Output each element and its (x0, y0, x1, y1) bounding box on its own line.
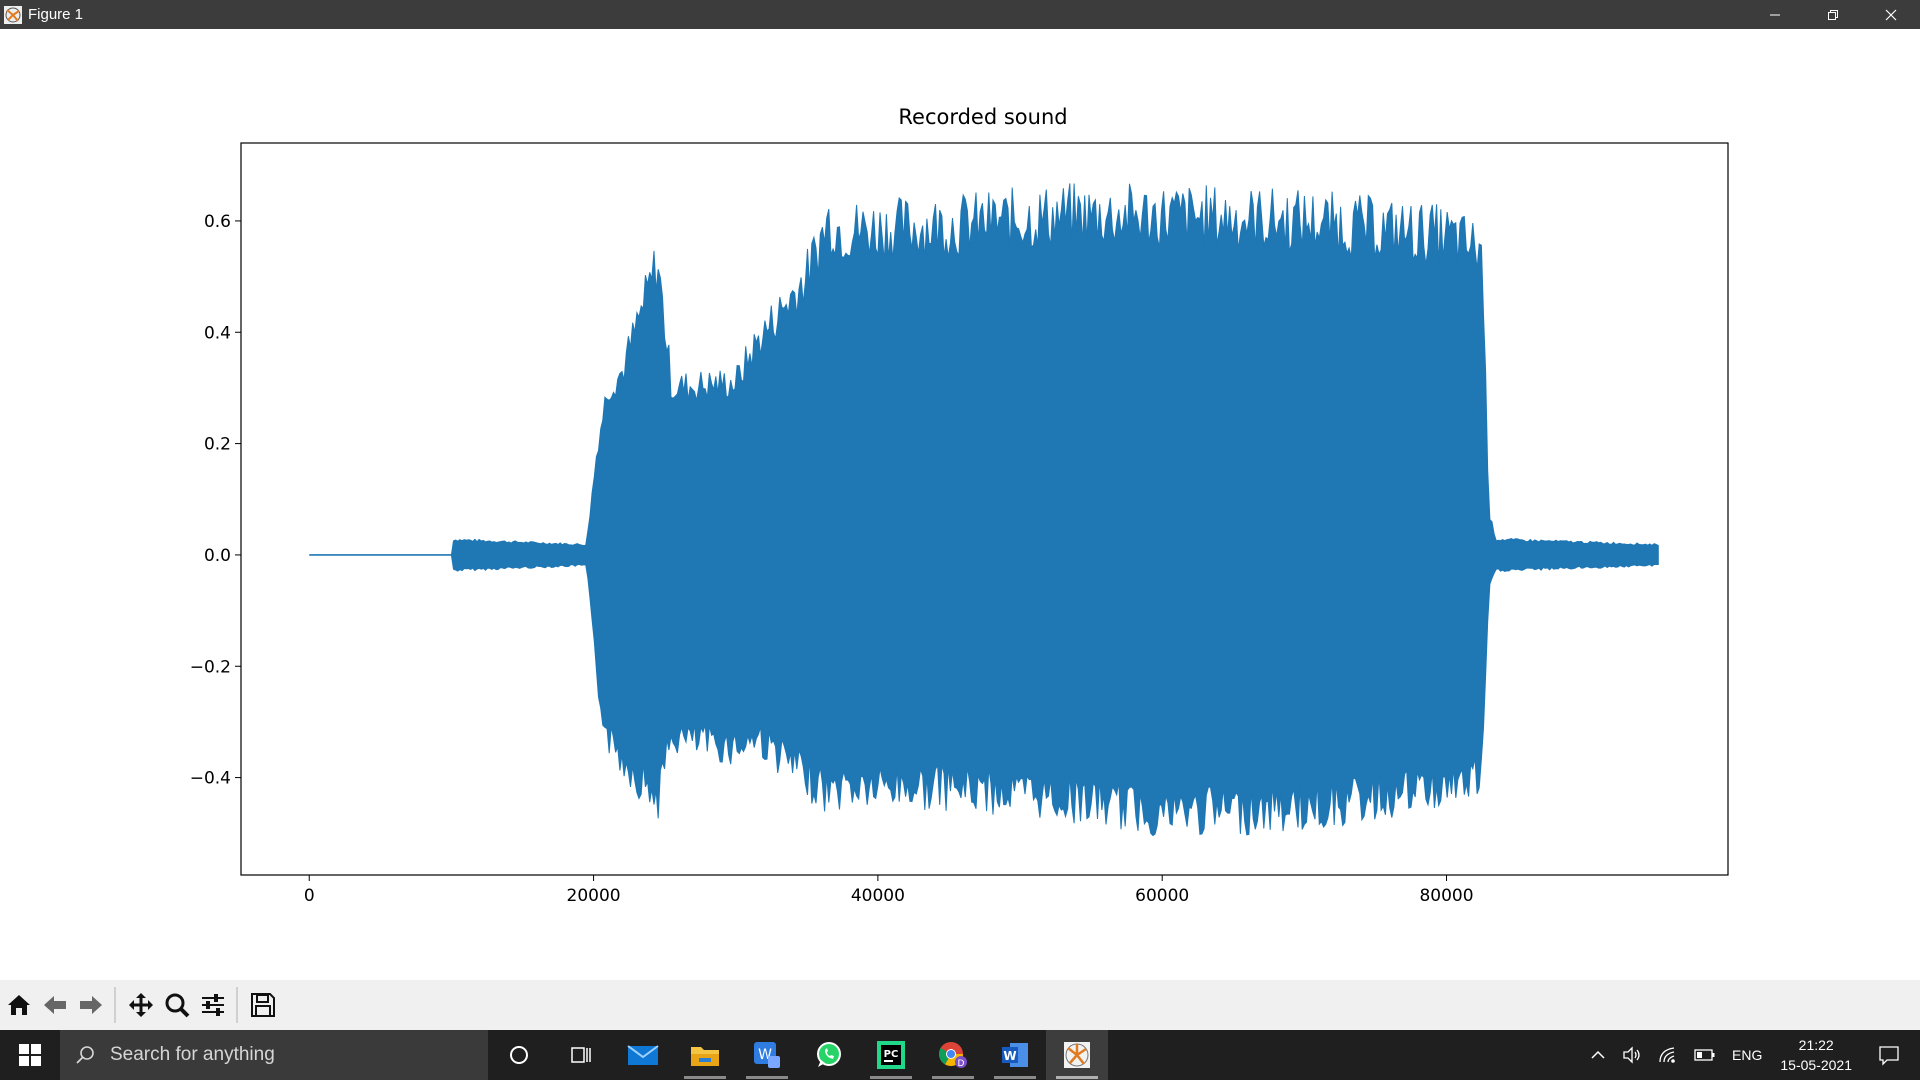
wifi-icon (1659, 1047, 1675, 1063)
taskbar-search-box[interactable]: Search for anything (60, 1030, 488, 1080)
arrow-right-icon (80, 996, 102, 1014)
task-view-icon (571, 1047, 591, 1063)
action-center-button[interactable] (1878, 1044, 1900, 1066)
running-indicator (932, 1076, 974, 1079)
close-button[interactable] (1862, 0, 1920, 29)
taskbar-file-explorer[interactable] (674, 1030, 736, 1080)
svg-text:D: D (958, 1059, 965, 1069)
taskbar-chrome[interactable]: D (922, 1030, 984, 1080)
chevron-up-icon (1591, 1050, 1605, 1059)
start-button[interactable] (0, 1030, 60, 1080)
pan-button[interactable] (124, 987, 158, 1023)
taskbar-whatsapp[interactable] (798, 1030, 860, 1080)
configure-subplots-button[interactable] (196, 987, 230, 1023)
home-icon (8, 995, 30, 1015)
minimize-button[interactable] (1746, 0, 1804, 29)
navigation-toolbar (0, 980, 1920, 1030)
magnifier-icon (165, 993, 190, 1018)
move-icon (129, 993, 153, 1017)
forward-button[interactable] (74, 987, 108, 1023)
restore-button[interactable] (1804, 0, 1862, 29)
toolbar-separator (236, 987, 238, 1023)
taskbar-matplotlib-figure[interactable] (1046, 1030, 1108, 1080)
matplotlib-app-icon (4, 5, 22, 24)
speaker-icon (1623, 1046, 1640, 1064)
word-icon: W (1002, 1043, 1028, 1067)
window-titlebar: Figure 1 (0, 0, 1920, 29)
sliders-icon (202, 994, 224, 1016)
restore-icon (1828, 9, 1838, 20)
clock-button[interactable]: 21:22 15-05-2021 (1780, 1035, 1852, 1075)
floppy-disk-icon (251, 993, 275, 1017)
taskbar-cortana[interactable] (488, 1030, 550, 1080)
y-tick-label: 0.4 (204, 323, 231, 343)
plot-frame (240, 142, 1729, 876)
chrome-icon: D (938, 1042, 967, 1069)
volume-button[interactable] (1622, 1046, 1642, 1064)
system-tray: ENG 21:22 15-05-2021 (1582, 1030, 1920, 1080)
taskbar-word[interactable]: W (984, 1030, 1046, 1080)
language-indicator: ENG (1732, 1047, 1763, 1063)
running-indicator (994, 1076, 1036, 1079)
taskbar-mail[interactable] (612, 1030, 674, 1080)
svg-text:PC: PC (884, 1049, 899, 1060)
windows-logo-icon (19, 1044, 41, 1066)
arrow-left-icon (44, 996, 66, 1014)
chart-title: Recorded sound (898, 105, 1067, 129)
taskbar-task-view[interactable] (550, 1030, 612, 1080)
running-indicator (684, 1076, 726, 1079)
running-indicator (1056, 1076, 1098, 1079)
home-button[interactable] (2, 987, 36, 1023)
taskbar-pycharm[interactable]: PC (860, 1030, 922, 1080)
waveform-fill (450, 183, 1659, 837)
x-tick-label: 20000 (567, 886, 621, 906)
pycharm-icon: PC (877, 1041, 905, 1069)
minimize-icon (1770, 14, 1780, 15)
y-tick-label: 0.2 (204, 435, 231, 455)
figure-canvas: Recorded sound 0 20000 40000 60000 80000 −0.4… (0, 29, 1920, 980)
save-button[interactable] (246, 987, 280, 1023)
matplotlib-icon (1064, 1042, 1090, 1068)
input-language-button[interactable]: ENG (1732, 1047, 1762, 1063)
clock-time: 21:22 (1798, 1037, 1834, 1053)
clock-date: 15-05-2021 (1780, 1057, 1852, 1073)
search-placeholder: Search for anything (110, 1044, 275, 1065)
y-tick-label: −0.2 (190, 657, 231, 677)
taskbar-wps-writer[interactable]: W (736, 1030, 798, 1080)
mail-icon (627, 1045, 659, 1065)
x-tick-label: 40000 (851, 886, 905, 906)
window-title: Figure 1 (28, 6, 84, 23)
notification-icon (1879, 1046, 1899, 1066)
running-indicator (870, 1076, 912, 1079)
battery-button[interactable] (1694, 1048, 1716, 1062)
svg-text:W: W (1003, 1049, 1016, 1063)
show-hidden-icons-button[interactable] (1590, 1047, 1606, 1063)
back-button[interactable] (38, 987, 72, 1023)
battery-icon (1694, 1049, 1715, 1061)
cortana-icon (510, 1046, 528, 1064)
x-tick-label: 0 (304, 886, 315, 906)
zoom-button[interactable] (160, 987, 194, 1023)
y-tick-label: 0.6 (204, 212, 231, 232)
network-button[interactable] (1658, 1046, 1678, 1064)
y-tick-label: −0.4 (190, 769, 231, 789)
folder-icon (691, 1047, 719, 1066)
chart: Recorded sound 0 20000 40000 60000 80000 −0.4… (190, 105, 1729, 906)
search-icon (76, 1046, 94, 1064)
x-tick-label: 60000 (1135, 886, 1189, 906)
close-icon (1885, 9, 1897, 20)
taskbar: Search for anything W (0, 1030, 1920, 1080)
running-indicator (746, 1076, 788, 1079)
x-tick-label: 80000 (1419, 886, 1473, 906)
toolbar-separator (114, 987, 116, 1023)
y-tick-label: 0.0 (204, 546, 231, 566)
wps-writer-icon: W (754, 1042, 780, 1068)
whatsapp-icon (817, 1042, 841, 1067)
